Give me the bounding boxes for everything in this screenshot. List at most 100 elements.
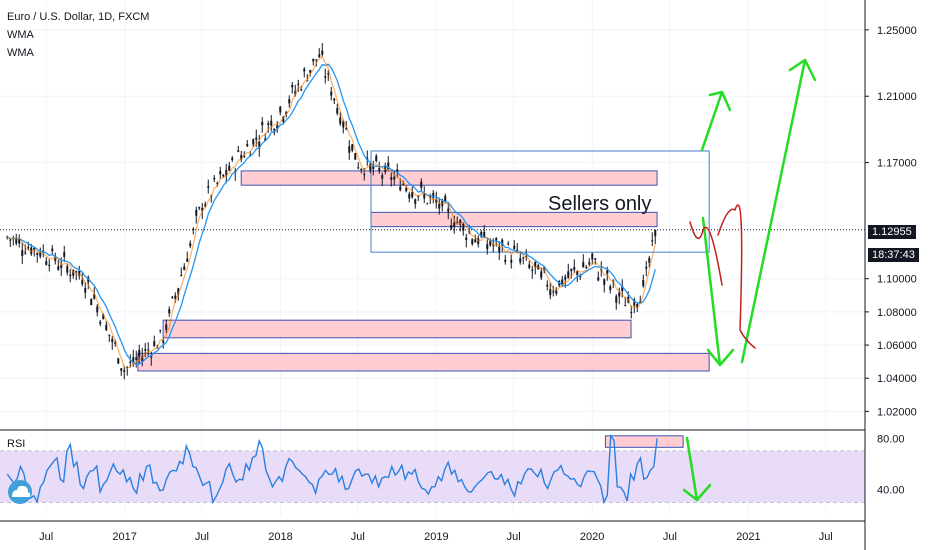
arrow-down[interactable] xyxy=(701,216,735,367)
candle-body xyxy=(162,340,165,343)
candle-body xyxy=(594,258,597,260)
candle-body xyxy=(549,289,552,296)
candle-body xyxy=(393,176,396,180)
x-tick-label: Jul xyxy=(351,531,365,543)
candle-body xyxy=(387,162,390,169)
candle-body xyxy=(291,85,294,88)
candle-body xyxy=(339,117,342,124)
candle-body xyxy=(351,144,354,151)
sellers-only-annotation[interactable]: Sellers only xyxy=(548,193,651,215)
rsi-label: RSI xyxy=(7,438,25,450)
candle-body xyxy=(57,266,60,270)
rsi-zone-box[interactable] xyxy=(604,435,684,448)
indicator-wma-1[interactable]: WMA xyxy=(7,29,34,41)
y-tick-label: 1.10000 xyxy=(877,274,917,286)
red-scenario-2[interactable] xyxy=(717,204,756,349)
candle-body xyxy=(198,207,201,209)
candle-body xyxy=(240,155,243,160)
candle-body xyxy=(168,309,171,314)
candle-body xyxy=(279,106,282,113)
candle-body xyxy=(282,116,285,122)
support-resistance-zones[interactable] xyxy=(137,150,710,448)
candle-body xyxy=(177,288,180,295)
candle-body xyxy=(462,223,465,231)
y-tick-label: 1.21000 xyxy=(877,91,917,103)
candle-body xyxy=(147,349,150,351)
candle-body xyxy=(225,170,228,176)
candle-body xyxy=(120,368,123,371)
candle-body xyxy=(591,253,594,260)
symbol-title[interactable]: Euro / U.S. Dollar, 1D, FXCM xyxy=(7,11,150,23)
candle-body xyxy=(564,276,567,280)
candle-body xyxy=(183,266,186,271)
arrow-up-long[interactable] xyxy=(740,58,817,364)
y-tick-label: 1.17000 xyxy=(877,158,917,170)
candle-body xyxy=(48,264,51,266)
candle-body xyxy=(276,125,279,129)
candle-body xyxy=(555,290,558,294)
y-tick-label: 1.04000 xyxy=(877,373,917,385)
candle-body xyxy=(573,266,576,270)
rsi-line xyxy=(6,433,658,505)
candle-body xyxy=(633,299,636,306)
candle-body xyxy=(465,237,468,240)
candle-body xyxy=(171,296,174,298)
candle-body xyxy=(399,186,402,191)
candle-body xyxy=(396,169,399,173)
zone-box[interactable] xyxy=(162,319,632,339)
candle-body xyxy=(318,54,321,58)
candle-body xyxy=(201,207,204,211)
candle-body xyxy=(519,258,522,263)
candle-body xyxy=(528,264,531,268)
candle-body xyxy=(24,252,27,254)
candle-body xyxy=(507,243,510,245)
candle-body xyxy=(420,181,423,188)
candle-body xyxy=(186,258,189,262)
candle-body xyxy=(510,259,513,263)
arrow-up-short[interactable] xyxy=(700,90,732,152)
candle-body xyxy=(222,174,225,177)
candle-body xyxy=(255,137,258,140)
candle-body xyxy=(402,183,405,185)
candle-body xyxy=(102,314,105,320)
candle-body xyxy=(333,98,336,101)
candle-body xyxy=(93,294,96,299)
candle-body xyxy=(447,208,450,212)
candle-body xyxy=(243,155,246,157)
candle-body xyxy=(60,264,63,268)
hand-drawn-scenarios[interactable] xyxy=(682,58,817,502)
candle-body xyxy=(531,269,534,271)
candle-body xyxy=(597,277,600,281)
candle-body xyxy=(132,357,135,364)
rsi-arrow-down[interactable] xyxy=(682,436,712,502)
candle-body xyxy=(36,252,39,255)
candle-body xyxy=(522,257,525,259)
candle-body xyxy=(498,246,501,253)
candles xyxy=(6,43,657,380)
candle-body xyxy=(312,58,315,62)
candle-body xyxy=(489,239,492,246)
candle-body xyxy=(636,304,639,308)
candle-body xyxy=(654,229,657,237)
candle-body xyxy=(126,367,129,369)
x-tick-label: 2020 xyxy=(580,531,604,543)
candle-body xyxy=(474,239,477,243)
indicator-wma-2[interactable]: WMA xyxy=(7,47,34,59)
tradingview-cloud-icon[interactable] xyxy=(8,480,32,504)
candle-body xyxy=(372,165,375,170)
zone-box[interactable] xyxy=(240,170,658,186)
candle-body xyxy=(513,245,516,249)
red-scenario-1[interactable] xyxy=(689,221,723,286)
candle-body xyxy=(195,209,198,216)
candle-body xyxy=(303,68,306,72)
candle-body xyxy=(66,266,69,273)
zone-box[interactable] xyxy=(137,352,710,372)
candle-body xyxy=(144,349,147,351)
range-box[interactable] xyxy=(370,150,710,253)
candle-body xyxy=(495,237,498,241)
candle-body xyxy=(492,244,495,247)
candle-body xyxy=(264,138,267,142)
candle-body xyxy=(582,262,585,268)
